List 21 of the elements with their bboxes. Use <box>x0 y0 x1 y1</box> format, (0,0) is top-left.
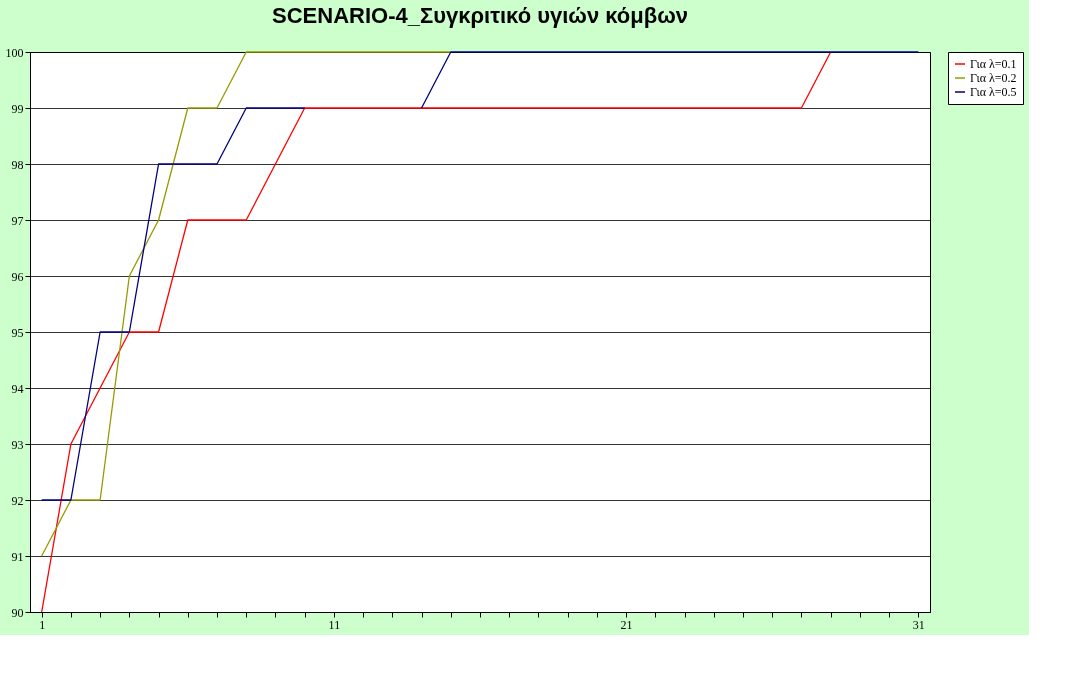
y-tick-label: 100 <box>5 45 24 60</box>
line-series <box>41 51 452 557</box>
legend-label: Για λ=0.1 <box>970 57 1017 71</box>
legend-label: Για λ=0.2 <box>970 71 1017 85</box>
chart-title: SCENARIO-4_Συγκριτικό υγιών κόμβων <box>272 3 688 28</box>
legend-label: Για λ=0.5 <box>970 85 1017 99</box>
y-tick-label: 99 <box>11 101 24 116</box>
line-series <box>41 51 832 613</box>
y-tick-label: 95 <box>11 325 24 340</box>
y-tick-label: 92 <box>11 493 24 508</box>
x-tick-label: 21 <box>620 617 633 632</box>
y-tick-label: 98 <box>11 157 24 172</box>
y-tick-label: 94 <box>11 381 24 396</box>
x-tick-label: 31 <box>912 617 925 632</box>
y-tick-label: 90 <box>11 605 24 620</box>
y-tick-label: 96 <box>11 269 24 284</box>
y-tick-label: 97 <box>11 213 24 228</box>
x-tick-label: 11 <box>328 617 341 632</box>
y-tick-label: 91 <box>11 549 24 564</box>
y-tick-label: 93 <box>11 437 24 452</box>
x-tick-label: 1 <box>39 617 46 632</box>
